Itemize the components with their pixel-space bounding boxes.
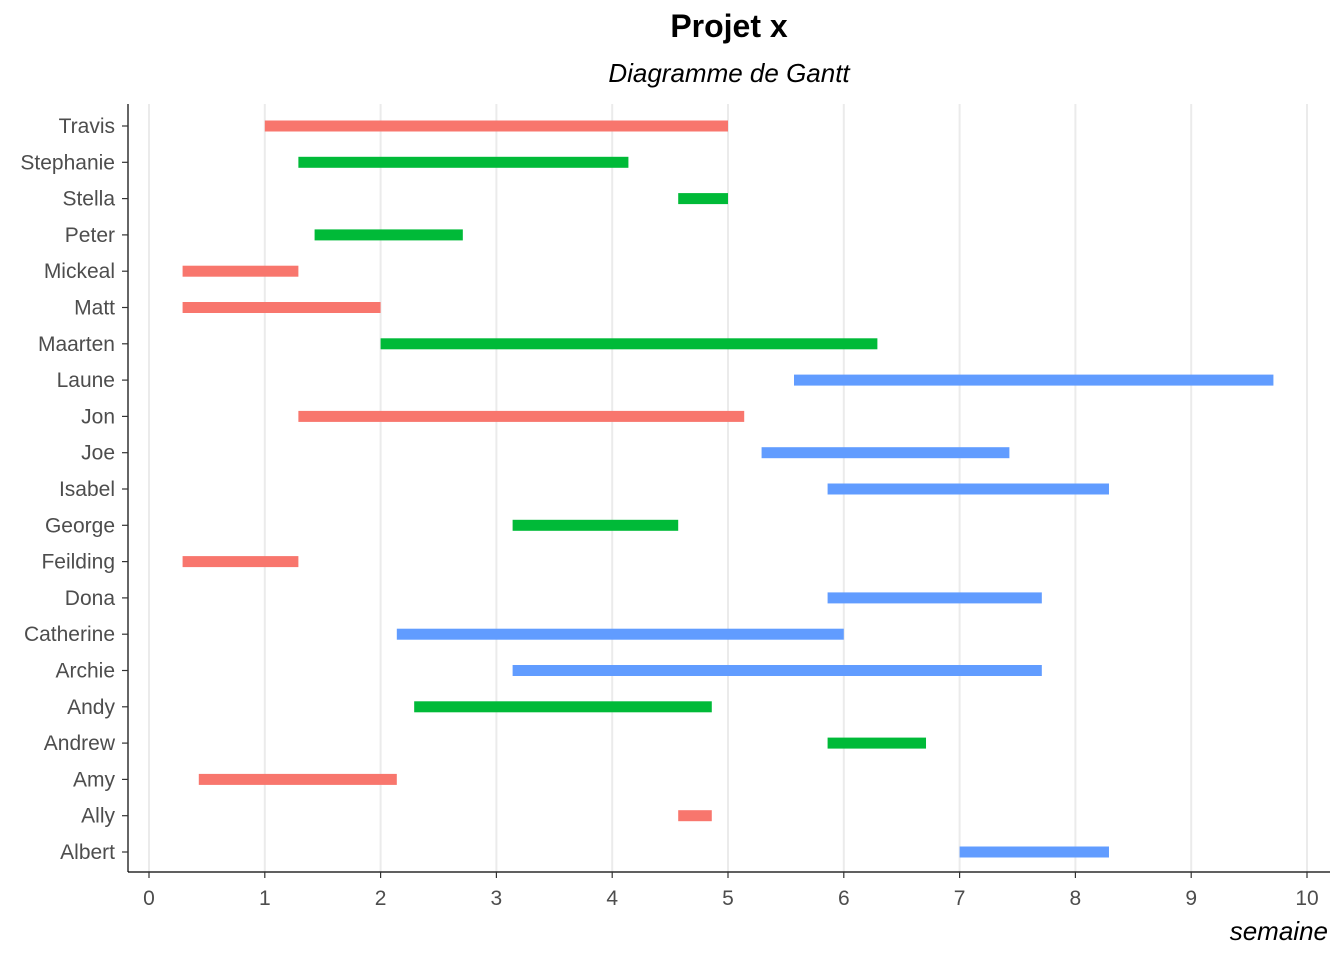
task-bar-travis bbox=[264, 120, 728, 132]
x-tick-label: 3 bbox=[491, 887, 503, 910]
y-tick-label: Matt bbox=[74, 297, 115, 320]
task-bar-mickeal bbox=[182, 265, 299, 277]
y-tick-label: Isabel bbox=[59, 478, 115, 501]
y-tick-label: Stephanie bbox=[20, 151, 115, 174]
y-tick-label: Andrew bbox=[44, 732, 116, 755]
x-tick-label: 9 bbox=[1185, 887, 1197, 910]
task-bar-andy bbox=[414, 701, 712, 713]
y-tick-label: Andy bbox=[67, 696, 115, 719]
y-tick-label: Maarten bbox=[38, 333, 115, 356]
y-tick-label: Mickeal bbox=[44, 260, 115, 283]
task-bar-amy bbox=[198, 773, 397, 785]
task-bar-albert bbox=[959, 846, 1109, 858]
x-tick-label: 6 bbox=[838, 887, 850, 910]
x-tick-label: 8 bbox=[1070, 887, 1082, 910]
x-axis-label: semaine bbox=[1230, 916, 1328, 946]
x-tick-label: 1 bbox=[259, 887, 271, 910]
x-tick-label: 4 bbox=[606, 887, 618, 910]
x-tick-label: 0 bbox=[143, 887, 155, 910]
tick-labels: 0 1 2 3 4 5 6 7 8 9 10 Travis Stephanie Stella Peter Mi… bbox=[20, 115, 1318, 910]
task-bar-catherine bbox=[396, 628, 844, 640]
y-tick-label: George bbox=[45, 514, 115, 537]
x-tick-label: 5 bbox=[722, 887, 734, 910]
task-bar-dona bbox=[827, 592, 1042, 604]
y-tick-label: Joe bbox=[81, 442, 115, 465]
y-tick-label: Catherine bbox=[24, 623, 115, 646]
task-bar-stella bbox=[678, 193, 728, 205]
y-tick-label: Travis bbox=[59, 115, 115, 138]
task-bar-joe bbox=[761, 447, 1010, 459]
axes bbox=[122, 104, 1330, 878]
y-tick-label: Stella bbox=[62, 188, 115, 211]
x-tick-label: 2 bbox=[375, 887, 387, 910]
task-bar-isabel bbox=[827, 483, 1109, 495]
y-tick-label: Feilding bbox=[41, 551, 115, 574]
task-bar-george bbox=[512, 519, 679, 531]
y-tick-label: Dona bbox=[65, 587, 116, 610]
y-tick-label: Amy bbox=[73, 768, 116, 791]
grid-lines bbox=[148, 104, 1308, 872]
chart-title: Projet x bbox=[670, 8, 788, 44]
chart-subtitle: Diagramme de Gantt bbox=[608, 58, 850, 88]
y-tick-label: Ally bbox=[81, 805, 115, 828]
y-tick-label: Albert bbox=[60, 841, 115, 864]
y-tick-label: Archie bbox=[55, 660, 115, 683]
task-bar-laune bbox=[794, 374, 1274, 386]
task-bar-feilding bbox=[182, 556, 299, 568]
y-tick-label: Peter bbox=[65, 224, 115, 247]
task-bar-matt bbox=[182, 302, 381, 313]
task-bar-archie bbox=[512, 665, 1042, 676]
task-bar-jon bbox=[298, 410, 745, 422]
x-tick-label: 7 bbox=[954, 887, 966, 910]
task-bar-peter bbox=[314, 229, 463, 241]
task-bar-andrew bbox=[827, 737, 927, 749]
task-bars bbox=[182, 120, 1274, 858]
task-bar-stephanie bbox=[298, 156, 629, 168]
x-tick-label: 10 bbox=[1295, 887, 1318, 910]
task-bar-maarten bbox=[380, 338, 878, 350]
task-bar-ally bbox=[678, 810, 712, 822]
y-tick-label: Laune bbox=[57, 369, 115, 392]
y-tick-label: Jon bbox=[81, 405, 115, 428]
